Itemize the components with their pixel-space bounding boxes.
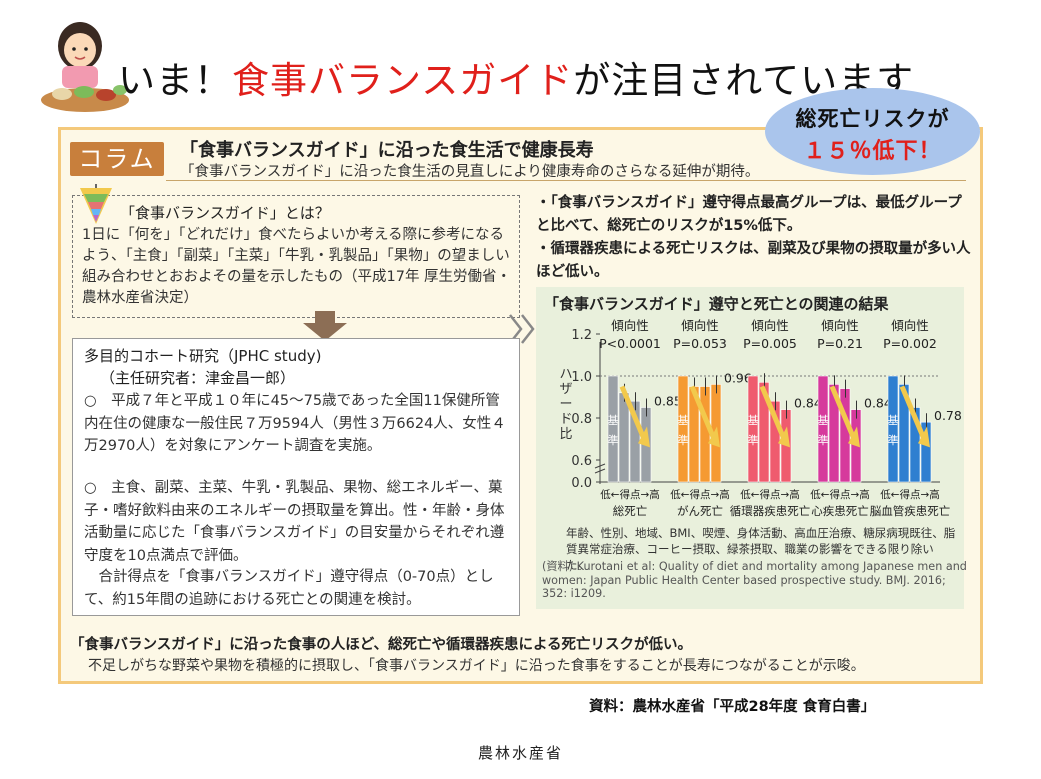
p-value-label: P<0.0001	[599, 336, 661, 351]
y-axis-label-char: ザ	[559, 382, 572, 397]
woman-eating-illustration	[41, 22, 129, 112]
bar	[699, 386, 711, 483]
baseline-label: 基	[888, 414, 899, 427]
conclusion-text: 不足しがちな野菜や果物を積極的に摂取し、「食事バランスガイド」に沿った食事をする…	[88, 658, 865, 674]
bar	[747, 375, 759, 483]
column-divider	[166, 180, 966, 181]
baseline-label: 準	[888, 433, 899, 447]
baseline-label: 準	[748, 433, 759, 447]
trend-label: 傾向性	[751, 318, 789, 333]
x-tick-label: 低←得点→高	[670, 488, 730, 501]
data-label: 0.78	[934, 408, 962, 423]
p-value-label: P=0.053	[673, 336, 727, 351]
y-axis-label-char: ハ	[559, 367, 572, 382]
y-axis-label-char: ー	[559, 397, 572, 412]
y-axis-label-char: ド	[559, 412, 572, 427]
hazard-ratio-chart: 0.00.60.81.01.2ハザード比傾向性P<0.0001基準0.85低←得…	[559, 318, 962, 518]
data-label: 0.84	[864, 396, 892, 411]
callout-line-2: １５％低下！	[803, 139, 942, 164]
bar	[817, 375, 829, 483]
data-label: 0.85	[654, 394, 682, 409]
bar	[887, 375, 899, 483]
column-tag: コラム	[70, 142, 164, 176]
y-axis-label-char: 比	[559, 427, 572, 442]
key-findings: ・「食事バランスガイド」遵守得点最高グループは、最低グループと比べて、総死亡のリ…	[536, 192, 976, 284]
p-value-label: P=0.21	[817, 336, 863, 351]
bar	[839, 388, 851, 483]
definition-box	[72, 195, 520, 318]
category-label: 循環器疾患死亡	[730, 504, 811, 518]
trend-arrow	[619, 385, 647, 440]
x-tick-label: 低←得点→高	[740, 488, 800, 501]
p-value-label: P=0.002	[883, 336, 937, 351]
study-title: 多目的コホート研究（JPHC study)	[84, 347, 322, 365]
callout-bubble	[765, 88, 980, 175]
finding-1: ・「食事バランスガイド」遵守得点最高グループは、最低グループと比べて、総死亡のリ…	[536, 195, 962, 234]
baseline-label: 基	[608, 414, 619, 427]
y-tick-label: 1.0	[571, 370, 592, 385]
footer-ministry: 農林水産省	[477, 744, 563, 762]
trend-label: 傾向性	[681, 318, 719, 333]
adjustment-note: 年齢、性別、地域、BMI、喫煙、身体活動、高血圧治療、糖尿病現既往、脂質異常症治…	[566, 526, 956, 572]
trend-arrowhead	[848, 426, 860, 448]
data-label: 0.84	[794, 396, 822, 411]
trend-arrowhead	[918, 426, 930, 448]
baseline-label: 準	[818, 433, 829, 447]
source-citation: (資料) Kurotani et al: Quality of diet and…	[542, 560, 967, 600]
study-paragraph-3: 合計得点を「食事バランスガイド」遵守得点（0-70点）として、約15年間の追跡に…	[84, 569, 494, 608]
y-tick-label: 0.8	[571, 412, 592, 427]
y-tick-label: 1.2	[571, 328, 592, 343]
data-label: 0.96	[724, 370, 752, 385]
axis-break-mark	[594, 463, 606, 474]
page-title: いま！食事バランスガイドが注目されています	[118, 59, 915, 102]
down-arrow-icon	[303, 311, 347, 341]
y-tick-label: 0.0	[571, 476, 592, 491]
trend-arrowhead	[638, 426, 650, 448]
baseline-label: 基	[748, 414, 759, 427]
study-paragraph-2: ○ 主食、副菜、主菜、牛乳・乳製品、果物、総エネルギー、菓子・嗜好飲料由来のエネ…	[84, 480, 505, 564]
trend-arrow	[829, 385, 857, 440]
callout-line-1: 総死亡リスクが	[795, 107, 950, 131]
trend-arrow	[899, 385, 927, 440]
chart-title: 「食事バランスガイド」遵守と死亡との関連の結果	[544, 295, 889, 313]
conclusion-heading: 「食事バランスガイド」に沿った食事の人ほど、総死亡や循環器疾患による死亡リスクが…	[70, 637, 693, 653]
column-title: 「食事バランスガイド」に沿った食生活で健康長寿	[180, 140, 594, 161]
trend-label: 傾向性	[611, 318, 649, 333]
trend-label: 傾向性	[821, 318, 859, 333]
bar	[618, 392, 630, 483]
category-label: 総死亡	[613, 504, 648, 518]
trend-arrowhead	[708, 426, 720, 448]
definition-heading: 「食事バランスガイド」とは？	[120, 204, 330, 222]
baseline-label: 基	[818, 414, 829, 427]
document-source: 資料：農林水産省「平成28年度 食育白書」	[589, 699, 876, 715]
bar	[607, 375, 619, 483]
trend-label: 傾向性	[891, 318, 929, 333]
spinning-top-icon	[80, 184, 112, 224]
finding-2: ・循環器疾患による死亡リスクは、副菜及び果物の摂取量が多い人ほど低い。	[536, 241, 971, 280]
category-label: 心疾患死亡	[811, 504, 869, 518]
study-box	[72, 338, 520, 616]
baseline-label: 基	[678, 414, 689, 427]
category-label: 脳血管疾患死亡	[870, 504, 951, 518]
x-tick-label: 低←得点→高	[600, 488, 660, 501]
y-tick-label: 0.6	[571, 454, 592, 469]
trend-arrowhead	[778, 426, 790, 448]
p-value-label: P=0.005	[743, 336, 797, 351]
study-investigator: （主任研究者：津金昌一郎）	[100, 369, 296, 387]
x-tick-label: 低←得点→高	[880, 488, 940, 501]
trend-arrow	[759, 385, 787, 440]
x-tick-label: 低←得点→高	[810, 488, 870, 501]
category-label: がん死亡	[677, 504, 723, 518]
baseline-label: 準	[678, 433, 689, 447]
definition-text: 1日に「何を」「どれだけ」食べたらよいか考える際に参考になるよう、「主食」「副菜…	[82, 227, 512, 306]
bar	[677, 375, 689, 483]
column-subtitle: 「食事バランスガイド」に沿った食生活の見直しにより健康寿命のさらなる延伸が期待。	[180, 164, 760, 180]
trend-arrow	[689, 385, 717, 440]
baseline-label: 準	[608, 433, 619, 447]
study-paragraph-1: ○ 平成７年と平成１０年に45～75歳であった全国11保健所管内在住の健康な一般…	[84, 393, 506, 454]
